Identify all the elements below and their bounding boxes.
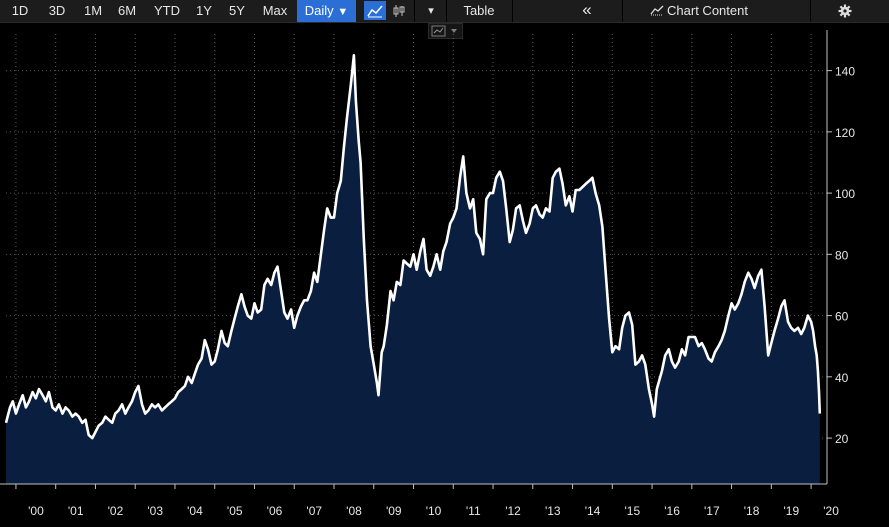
y-tick-label: 40 [835,371,849,385]
x-tick-label: '00 [28,504,44,518]
x-tick-label: '18 [744,504,760,518]
range-1y-button[interactable]: 1Y [196,3,212,18]
x-tick-label: '07 [306,504,322,518]
collapse-panel-button[interactable]: « [582,0,592,19]
x-tick-label: '03 [147,504,163,518]
frequency-label: Daily [304,3,334,18]
x-tick-label: '13 [545,504,561,518]
x-tick-label: '01 [68,504,84,518]
chart-style-selector[interactable] [428,23,463,39]
range-1m-button[interactable]: 1M [83,3,103,18]
range-6m-button[interactable]: 6M [117,3,137,18]
x-tick-label: '20 [823,504,839,518]
table-button[interactable]: Table [463,3,495,18]
y-tick-label: 120 [835,126,855,140]
gear-icon[interactable] [834,0,856,22]
chart-content-button[interactable]: Chart Content [644,0,754,22]
line-chart-icon[interactable] [364,1,386,20]
frequency-dropdown[interactable]: Daily ▼ [297,0,356,22]
x-tick-label: '16 [664,504,680,518]
y-tick-label: 100 [835,187,855,201]
x-tick-label: '09 [386,504,402,518]
range-1d-button[interactable]: 1D [11,3,29,18]
range-ytd-button[interactable]: YTD [154,3,180,18]
x-axis-ticks: '00 '01 '02 '03 '04 '05 '06 '07 '08 '09 '10 '11 '12 '… [15,484,839,518]
candlestick-icon[interactable] [388,1,410,20]
x-tick-label: '12 [505,504,521,518]
x-tick-label: '08 [346,504,362,518]
x-tick-label: '11 [466,504,481,518]
y-tick-label: 80 [835,248,849,262]
y-tick-label: 20 [835,432,849,446]
price-area-fill [6,55,820,485]
range-3d-button[interactable]: 3D [48,3,66,18]
chart-type-dropdown[interactable]: ▾ [428,5,434,17]
chart-toolbar: 1D 3D 1M 6M YTD 1Y 5Y Max Daily ▼ ▾ Tabl… [0,0,889,23]
y-axis-ticks: 20 40 60 80 100 120 140 [827,65,855,446]
x-tick-label: '19 [784,504,800,518]
chart-grid [6,34,827,484]
y-tick-label: 60 [835,310,849,324]
x-tick-label: '14 [585,504,601,518]
price-line [4,54,822,440]
x-tick-label: '04 [187,504,203,518]
x-tick-label: '06 [267,504,283,518]
chevron-down-icon: ▼ [337,6,349,18]
range-5y-button[interactable]: 5Y [229,3,245,18]
x-tick-label: '15 [624,504,640,518]
range-max-button[interactable]: Max [262,3,288,18]
x-tick-label: '05 [227,504,243,518]
x-tick-label: '10 [426,504,442,518]
x-tick-label: '02 [108,504,124,518]
chart-content-label: Chart Content [667,3,748,18]
y-tick-label: 140 [835,65,855,79]
chart-content-icon [650,5,664,16]
x-tick-label: '17 [704,504,720,518]
